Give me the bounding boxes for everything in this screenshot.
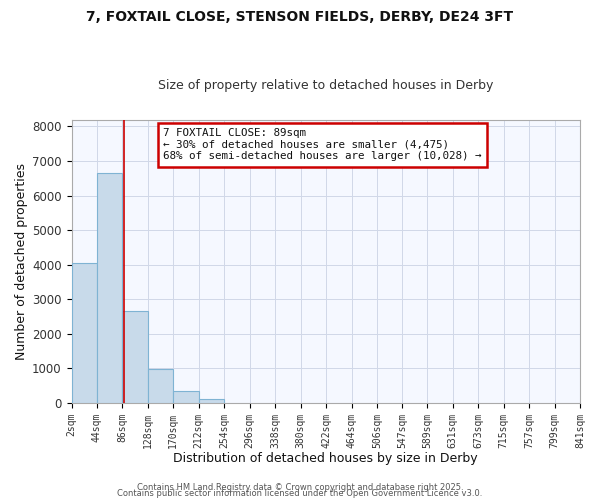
Y-axis label: Number of detached properties: Number of detached properties — [15, 162, 28, 360]
Text: 7 FOXTAIL CLOSE: 89sqm
← 30% of detached houses are smaller (4,475)
68% of semi-: 7 FOXTAIL CLOSE: 89sqm ← 30% of detached… — [163, 128, 482, 162]
Title: Size of property relative to detached houses in Derby: Size of property relative to detached ho… — [158, 79, 493, 92]
Text: 7, FOXTAIL CLOSE, STENSON FIELDS, DERBY, DE24 3FT: 7, FOXTAIL CLOSE, STENSON FIELDS, DERBY,… — [86, 10, 514, 24]
Bar — [148, 369, 173, 403]
Bar — [71, 263, 97, 403]
X-axis label: Distribution of detached houses by size in Derby: Distribution of detached houses by size … — [173, 452, 478, 465]
Bar — [122, 312, 148, 403]
Bar — [199, 400, 224, 403]
Bar — [97, 173, 122, 403]
Text: Contains public sector information licensed under the Open Government Licence v3: Contains public sector information licen… — [118, 490, 482, 498]
Text: Contains HM Land Registry data © Crown copyright and database right 2025.: Contains HM Land Registry data © Crown c… — [137, 484, 463, 492]
Bar — [173, 392, 199, 403]
